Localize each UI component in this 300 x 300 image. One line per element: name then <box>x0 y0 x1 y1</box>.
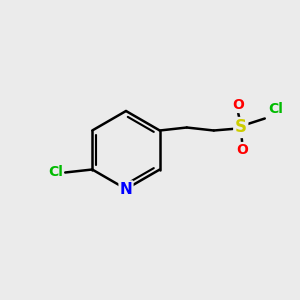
Text: N: N <box>120 182 132 196</box>
Text: Cl: Cl <box>48 166 63 179</box>
Text: O: O <box>236 143 248 157</box>
Text: O: O <box>232 98 244 112</box>
Text: Cl: Cl <box>268 101 283 116</box>
Text: S: S <box>235 118 247 136</box>
